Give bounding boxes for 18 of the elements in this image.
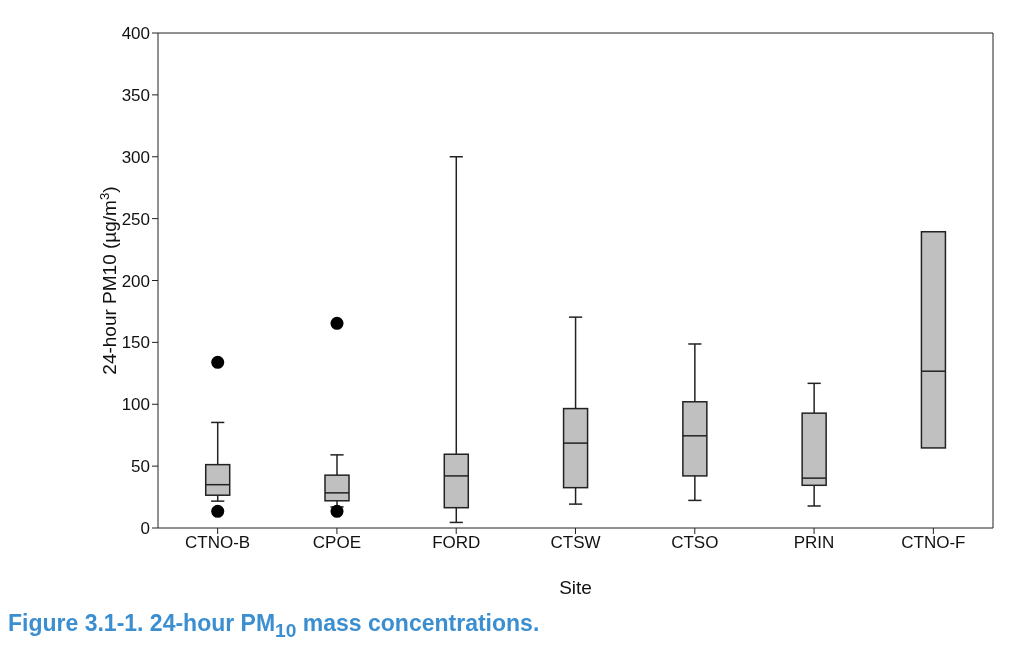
y-tick-label: 250 [121, 209, 150, 229]
x-tick-label: CTNO-F [901, 533, 966, 553]
x-tick-label: CTSW [550, 533, 601, 553]
x-tick-label: CTNO-B [185, 533, 251, 553]
y-tick-label: 50 [131, 457, 150, 477]
y-tick-label: 350 [121, 85, 150, 105]
x-tick-label: FORD [432, 533, 481, 553]
x-tick-label: PRIN [793, 533, 835, 553]
caption: Figure 3.1-1. 24-hour PM$_{10}$ mass concentrations. [8, 610, 541, 642]
y-tick-label: 200 [121, 271, 150, 291]
y-tick-label: 300 [121, 147, 150, 167]
y-tick-label: 400 [121, 24, 150, 44]
x-tick-label: CTSO [671, 533, 719, 553]
y-tick-label: 100 [121, 395, 150, 415]
x-axis-title: Site [559, 577, 592, 598]
x-tick-label: CPOE [312, 533, 362, 553]
y-tick-label: 0 [140, 519, 150, 539]
y-tick-label: 150 [121, 333, 150, 353]
